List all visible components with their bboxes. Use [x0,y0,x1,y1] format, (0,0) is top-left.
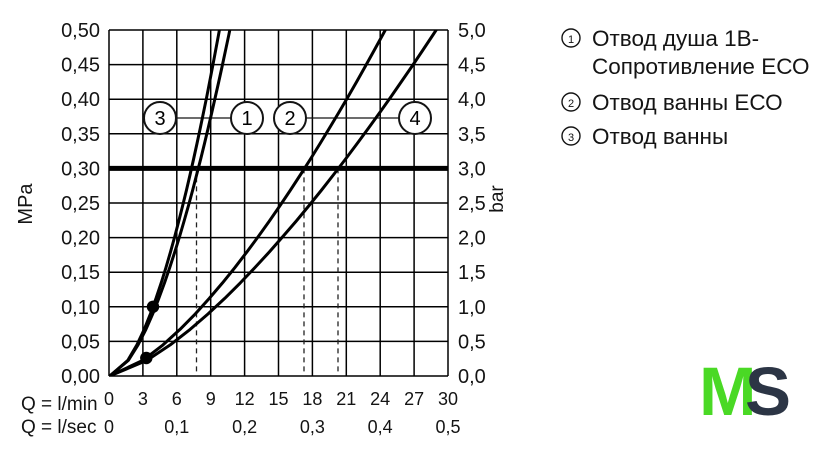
svg-text:0,35: 0,35 [61,124,100,146]
svg-text:9: 9 [206,389,216,409]
svg-text:0: 0 [104,417,114,437]
svg-text:4: 4 [409,108,420,130]
svg-text:2,5: 2,5 [458,193,486,215]
svg-text:2: 2 [284,108,295,130]
svg-text:27: 27 [404,389,424,409]
svg-text:0,45: 0,45 [61,55,100,77]
svg-text:1: 1 [241,108,252,130]
svg-text:0,15: 0,15 [61,262,100,284]
svg-text:0,50: 0,50 [61,20,100,42]
svg-text:0,00: 0,00 [61,366,100,388]
svg-text:1: 1 [568,34,574,46]
svg-text:Отвод ванны: Отвод ванны [592,124,728,149]
svg-text:S: S [745,353,791,430]
svg-text:0,4: 0,4 [368,417,393,437]
svg-text:0,25: 0,25 [61,193,100,215]
svg-text:Отвод ванны ЕСО: Отвод ванны ЕСО [592,90,783,115]
svg-text:4,0: 4,0 [458,89,486,111]
svg-text:5,0: 5,0 [458,20,486,42]
svg-text:2: 2 [568,98,574,110]
svg-text:4,5: 4,5 [458,55,486,77]
svg-text:bar: bar [487,185,508,213]
svg-text:0,40: 0,40 [61,89,100,111]
svg-text:Q = l/sec: Q = l/sec [21,417,97,438]
svg-text:0,30: 0,30 [61,158,100,180]
svg-text:0,05: 0,05 [61,331,100,353]
svg-text:6: 6 [172,389,182,409]
svg-text:24: 24 [370,389,390,409]
svg-text:12: 12 [235,389,255,409]
svg-text:0,1: 0,1 [164,417,189,437]
svg-text:0,5: 0,5 [458,331,486,353]
svg-text:0,3: 0,3 [300,417,325,437]
svg-text:0: 0 [104,389,114,409]
svg-text:3: 3 [154,108,165,130]
svg-text:MPa: MPa [15,183,37,225]
svg-text:0,0: 0,0 [458,366,486,388]
svg-text:Q = l/min: Q = l/min [21,394,98,415]
svg-text:15: 15 [268,389,288,409]
svg-text:0,10: 0,10 [61,297,100,319]
svg-text:3,0: 3,0 [458,158,486,180]
svg-text:2,0: 2,0 [458,228,486,250]
svg-text:0,2: 0,2 [232,417,257,437]
svg-text:3: 3 [138,389,148,409]
svg-text:30: 30 [438,389,458,409]
svg-text:3,5: 3,5 [458,124,486,146]
svg-text:Сопротивление ЕСО: Сопротивление ЕСО [592,54,809,79]
svg-text:21: 21 [336,389,356,409]
svg-text:18: 18 [302,389,322,409]
svg-text:0,5: 0,5 [435,417,460,437]
svg-text:1,5: 1,5 [458,262,486,284]
svg-text:1,0: 1,0 [458,297,486,319]
svg-text:3: 3 [568,132,574,144]
svg-text:Отвод душа 1В-: Отвод душа 1В- [592,26,759,51]
svg-text:0,20: 0,20 [61,228,100,250]
